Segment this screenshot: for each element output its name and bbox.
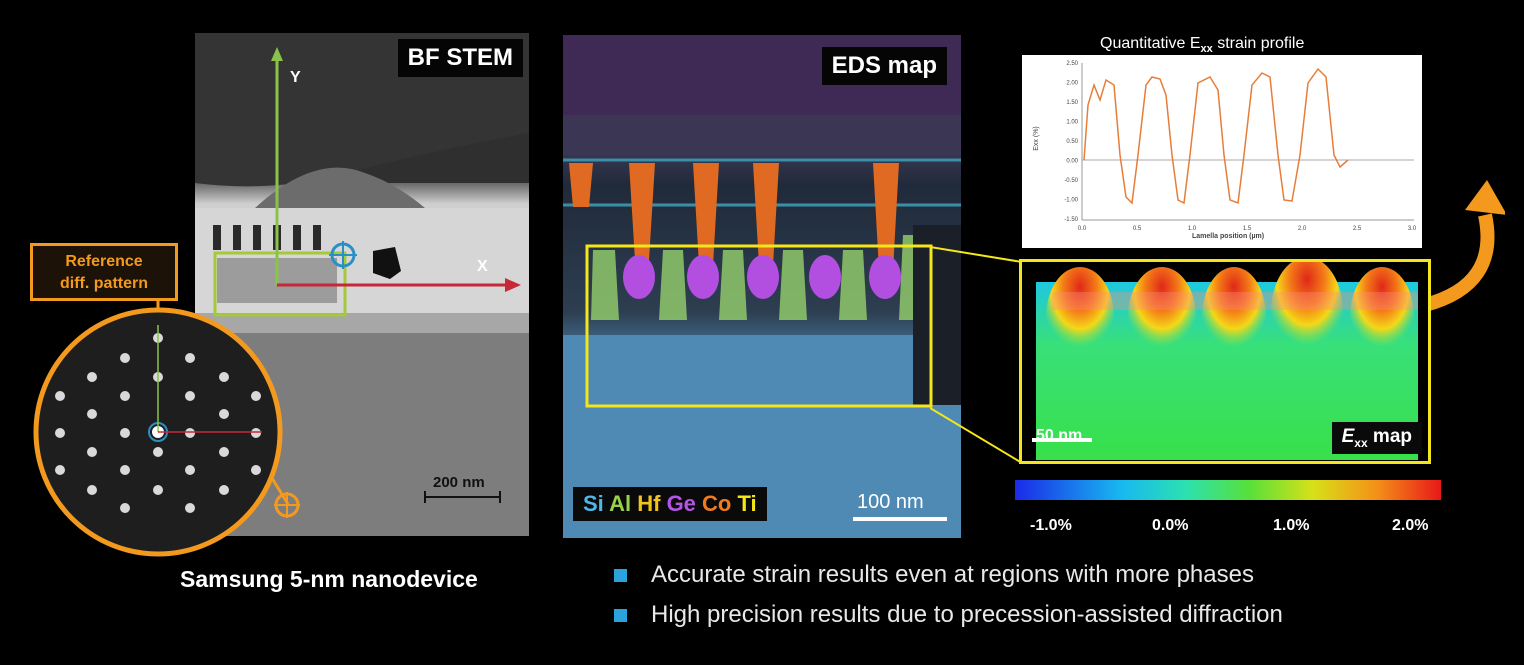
profile-xtick: 0.0 xyxy=(1078,226,1087,232)
strain-profile-line xyxy=(1083,67,1349,205)
reference-label-line2: diff. pattern xyxy=(60,275,148,292)
profile-ytick: -1.50 xyxy=(1064,217,1078,223)
bullet-square-icon xyxy=(614,568,627,582)
eds-map-image: EDS map Si Al Hf Ge Co Ti 100 nm xyxy=(563,35,961,538)
bf-stem-label: BF STEM xyxy=(397,39,523,77)
profile-ytick: 2.00 xyxy=(1066,81,1078,87)
element-ge: Ge xyxy=(666,491,696,516)
eds-map-drawing xyxy=(563,35,961,538)
element-al: Al xyxy=(609,491,632,516)
bullet-item: High precision results due to precession… xyxy=(614,601,1283,629)
bullet-item: Accurate strain results even at regions … xyxy=(614,561,1283,589)
exx-map-drawing xyxy=(1032,262,1418,460)
profile-ylabel: Exx (%) xyxy=(1032,126,1040,151)
profile-title-pre: Quantitative E xyxy=(1100,35,1201,52)
axis-x-label: X xyxy=(477,258,488,275)
profile-xtick: 1.0 xyxy=(1188,226,1197,232)
element-ti: Ti xyxy=(737,491,757,516)
exx-scale-text: 50 nm xyxy=(1036,427,1083,444)
colorbar-tick-1: 0.0% xyxy=(1152,517,1189,534)
bullet-square-icon xyxy=(614,608,627,622)
colorbar-tick-3: 2.0% xyxy=(1392,517,1429,534)
bf-stem-image: BF STEM Y X 200 nm xyxy=(195,33,529,536)
reference-label-line1: Reference xyxy=(65,253,143,270)
diffraction-pattern xyxy=(33,300,290,557)
zoom-connector-lines xyxy=(930,246,1023,464)
reference-label-box: Reference diff. pattern xyxy=(30,243,178,301)
element-si: Si xyxy=(583,491,604,516)
profile-ytick: 2.50 xyxy=(1066,61,1078,67)
colorbar-tick-0: -1.0% xyxy=(1030,517,1072,534)
eds-map-label: EDS map xyxy=(821,47,947,85)
exx-label-sub: xx xyxy=(1354,435,1368,450)
profile-xtick: 2.0 xyxy=(1298,226,1307,232)
exx-label-post: map xyxy=(1367,426,1412,447)
strain-profile-chart: 2.50 2.00 1.50 1.00 0.50 0.00 -0.50 -1.00 -1.50 … xyxy=(1022,55,1422,248)
exx-map-label: Exx map xyxy=(1331,422,1422,454)
profile-xlabel: Lamella position (µm) xyxy=(1192,233,1265,240)
profile-xtick: 2.5 xyxy=(1353,226,1362,232)
profile-xtick: 3.0 xyxy=(1408,226,1417,232)
reference-target-icon xyxy=(274,492,300,518)
axis-y-label: Y xyxy=(290,69,301,86)
curved-arrow-icon xyxy=(1423,180,1505,312)
profile-ytick: 1.00 xyxy=(1066,120,1078,126)
profile-xtick: 0.5 xyxy=(1133,226,1142,232)
exx-label-pre: E xyxy=(1341,426,1355,447)
bullet-list: Accurate strain results even at regions … xyxy=(614,561,1283,629)
profile-ytick: 0.00 xyxy=(1066,159,1078,165)
profile-xtick: 1.5 xyxy=(1243,226,1252,232)
profile-ytick: -0.50 xyxy=(1064,178,1078,184)
device-caption: Samsung 5-nm nanodevice xyxy=(180,566,478,592)
colorbar xyxy=(1015,480,1441,500)
bf-scale-text: 200 nm xyxy=(433,474,485,491)
profile-ytick: 1.50 xyxy=(1066,100,1078,106)
eds-element-legend: Si Al Hf Ge Co Ti xyxy=(573,487,767,521)
colorbar-tick-2: 1.0% xyxy=(1273,517,1310,534)
profile-ytick: -1.00 xyxy=(1064,198,1078,204)
profile-title: Quantitative Exx strain profile xyxy=(1100,35,1304,55)
profile-title-post: strain profile xyxy=(1212,35,1305,52)
bullet-text-2: High precision results due to precession… xyxy=(651,601,1283,628)
profile-title-sub: xx xyxy=(1200,43,1213,56)
element-hf: Hf xyxy=(637,491,661,516)
profile-ytick: 0.50 xyxy=(1066,139,1078,145)
strain-profile-svg: 2.502.001.501.000.500.00-0.50-1.00-1.50 … xyxy=(1064,61,1417,232)
eds-scale-text: 100 nm xyxy=(857,491,924,513)
exx-map-image: 50 nm Exx map xyxy=(1019,259,1431,464)
bullet-text-1: Accurate strain results even at regions … xyxy=(651,561,1254,588)
element-co: Co xyxy=(702,491,732,516)
